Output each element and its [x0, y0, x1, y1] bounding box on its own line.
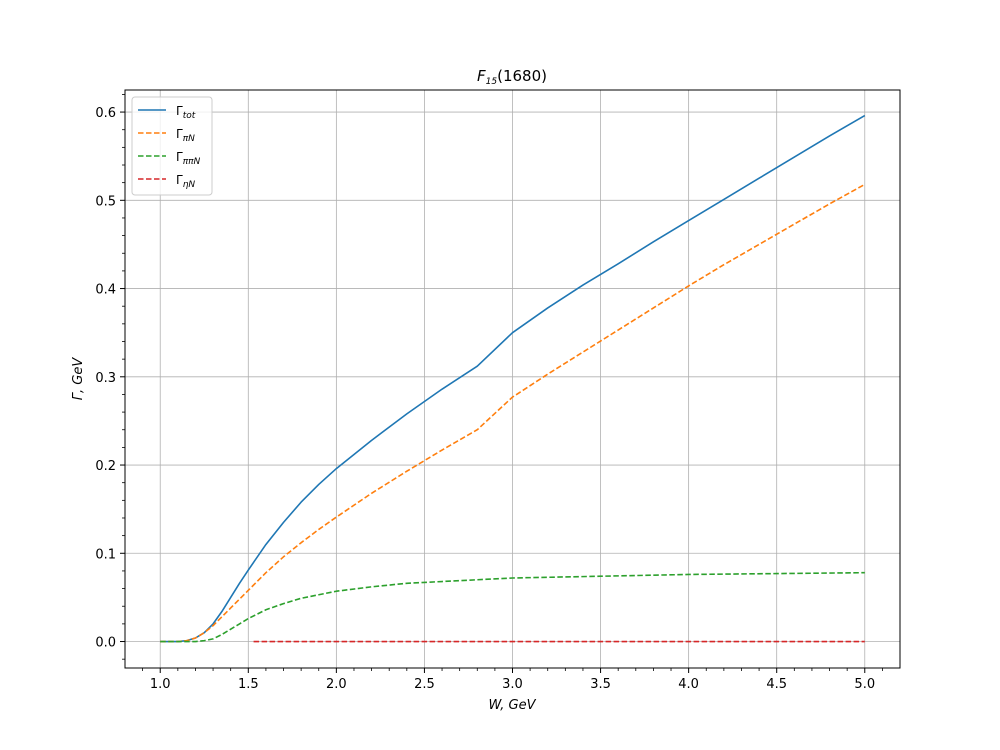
x-tick-label: 1.0 [150, 677, 171, 692]
x-tick-label: 1.5 [238, 677, 259, 692]
y-tick-label: 0.1 [95, 547, 116, 562]
chart-title: F15(1680) [477, 67, 547, 87]
y-axis-label: Γ, GeV [71, 357, 86, 401]
x-tick-label: 5.0 [854, 677, 875, 692]
y-tick-label: 0.6 [95, 106, 116, 121]
x-tick-label: 4.0 [678, 677, 699, 692]
legend: Γtot ΓπN ΓππN ΓηN [131, 96, 213, 196]
legend-entry-label: ΓηN [176, 173, 195, 190]
y-tick-label: 0.3 [95, 371, 116, 386]
series-line-tot-0 [160, 114, 866, 643]
y-tick-label: 0.0 [95, 636, 116, 651]
series-layer [160, 114, 866, 643]
x-tick-label: 2.0 [326, 677, 347, 692]
y-tick-label: 0.5 [95, 194, 116, 209]
x-tick-label: 2.5 [414, 677, 435, 692]
y-tick-label: 0.4 [95, 283, 116, 298]
series-line-N-1 [160, 183, 866, 643]
legend-entry-label: ΓπN [176, 127, 195, 144]
legend-box [131, 96, 213, 196]
x-axis-ticks: 1.0 1.5 2.0 2.5 3.0 3.5 4.0 4.5 5.0 [142, 668, 883, 692]
series-line-N-2 [160, 571, 865, 643]
legend-entry-label: ΓππN [176, 150, 201, 167]
y-axis-ticks: 0.0 0.1 0.2 0.3 0.4 0.5 0.6 [95, 94, 125, 660]
legend-entry-label: Γtot [176, 104, 196, 121]
x-tick-label: 3.0 [502, 677, 523, 692]
x-tick-label: 4.5 [766, 677, 787, 692]
x-tick-label: 3.5 [590, 677, 611, 692]
x-axis-label: W, GeV [488, 698, 536, 713]
y-tick-label: 0.2 [95, 459, 116, 474]
